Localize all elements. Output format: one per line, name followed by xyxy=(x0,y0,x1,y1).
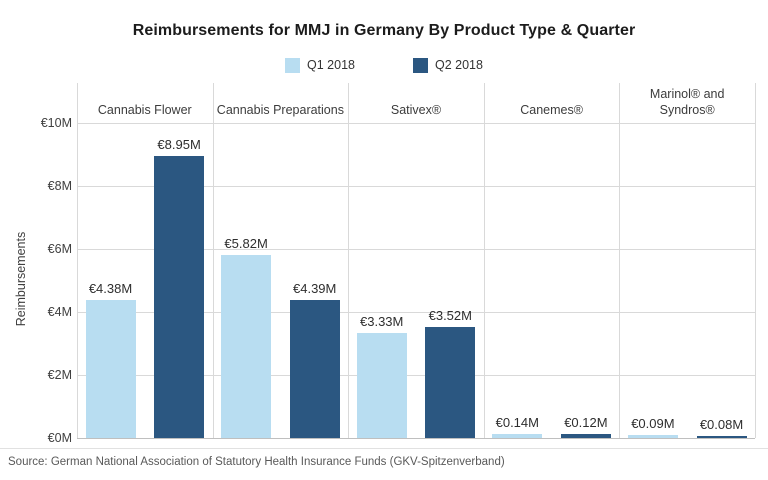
y-tick-label: €8M xyxy=(47,179,72,193)
bar-q1-2018-canemes xyxy=(492,433,543,438)
category-header-cannabis-preparations: Cannabis Preparations xyxy=(216,103,344,117)
bar-q2-2018-canemes xyxy=(560,434,611,438)
y-tick-label: €0M xyxy=(47,431,72,445)
y-axis-line xyxy=(77,83,78,438)
bar-q2-2018-cannabis-flower xyxy=(154,156,205,438)
category-header-sativex: Sativex® xyxy=(390,103,442,117)
category-header-cannabis-flower: Cannabis Flower xyxy=(97,103,192,117)
panel-separator xyxy=(619,83,621,438)
bar-q1-2018-cannabis-flower xyxy=(85,300,136,438)
bar-value-label: €5.82M xyxy=(224,235,268,251)
bar-value-label: €0.09M xyxy=(631,416,675,432)
gridline xyxy=(77,123,755,124)
y-axis-title: Reimbursements xyxy=(14,231,28,327)
bar-value-label: €3.33M xyxy=(360,314,404,330)
bar-value-label: €0.12M xyxy=(564,415,608,431)
gridline xyxy=(77,249,755,250)
bar-value-label: €4.39M xyxy=(293,280,337,296)
gridline xyxy=(77,312,755,313)
legend-item-q1: Q1 2018 xyxy=(285,57,355,73)
bar-q1-2018-cannabis-preparations xyxy=(221,254,272,438)
panel-separator xyxy=(483,83,485,438)
chart-title: Reimbursements for MMJ in Germany By Pro… xyxy=(132,22,636,39)
gridline xyxy=(77,186,755,187)
legend-label-q1: Q1 2018 xyxy=(307,58,355,72)
legend-item-q2: Q2 2018 xyxy=(413,57,483,73)
bar-value-label: €3.52M xyxy=(428,308,472,324)
y-tick-label: €2M xyxy=(47,368,72,382)
legend-label-q2: Q2 2018 xyxy=(435,58,483,72)
source-note: Source: German National Association of S… xyxy=(8,456,505,468)
panel-separator xyxy=(212,83,214,438)
y-tick-label: €6M xyxy=(47,242,72,256)
bar-value-label: €8.95M xyxy=(157,137,201,153)
category-header-marinol-and-syndros: Marinol® and Syndros® xyxy=(649,87,725,117)
panel-separator xyxy=(348,83,350,438)
y-tick-label: €10M xyxy=(40,116,72,130)
bar-value-label: €4.38M xyxy=(88,281,133,296)
y-tick-label: €4M xyxy=(47,305,72,319)
gridline xyxy=(77,375,755,376)
bar-q2-2018-cannabis-preparations xyxy=(289,299,340,438)
legend-swatch-q1-icon xyxy=(285,57,301,73)
bar-q2-2018-sativex xyxy=(425,327,476,438)
plot-right-border xyxy=(755,83,756,438)
x-axis-line xyxy=(77,438,755,439)
bottom-divider xyxy=(0,448,768,449)
bar-q1-2018-marinol-and-syndros xyxy=(627,435,678,438)
legend: Q1 2018 Q2 2018 xyxy=(0,56,768,74)
legend-swatch-q2-icon xyxy=(413,57,428,73)
bar-value-label: €0.08M xyxy=(699,416,744,432)
bar-q2-2018-marinol-and-syndros xyxy=(696,435,747,438)
category-header-canemes: Canemes® xyxy=(520,103,583,117)
bar-value-label: €0.14M xyxy=(495,414,539,430)
bar-q1-2018-sativex xyxy=(356,333,407,438)
